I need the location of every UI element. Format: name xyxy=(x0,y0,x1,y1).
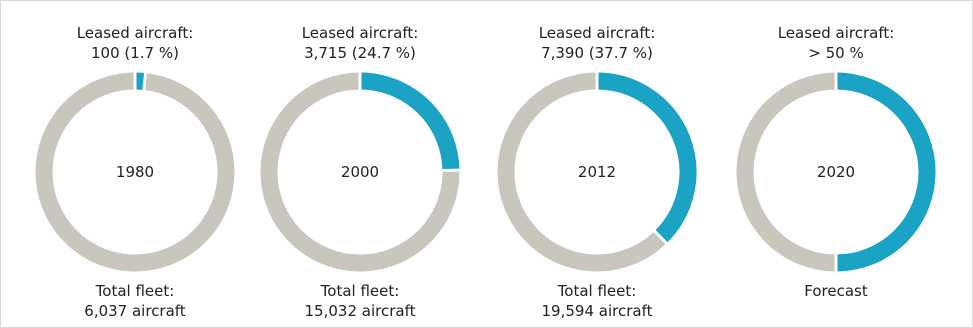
year-label: 2000 xyxy=(341,163,379,181)
total-fleet-value: 6,037 aircraft xyxy=(84,302,186,320)
segment-end-separator xyxy=(652,229,669,245)
year-label: 1980 xyxy=(116,163,154,181)
leased-share-arc xyxy=(835,72,936,272)
leased-aircraft-label: Leased aircraft: xyxy=(302,24,419,42)
year-label: 2012 xyxy=(578,163,616,181)
leased-aircraft-label: Leased aircraft: xyxy=(539,24,656,42)
leased-aircraft-value: 100 (1.7 %) xyxy=(91,44,179,62)
total-fleet-label: Total fleet: xyxy=(95,282,175,300)
total-fleet-label: Total fleet: xyxy=(320,282,400,300)
leased-aircraft-value: 3,715 (24.7 %) xyxy=(304,44,416,62)
leased-aircraft-value: > 50 % xyxy=(808,44,863,62)
total-fleet-value: 19,594 aircraft xyxy=(542,302,653,320)
total-fleet-value: 15,032 aircraft xyxy=(305,302,416,320)
leased-share-arc xyxy=(359,72,460,171)
segment-end-separator xyxy=(142,71,148,92)
leased-aircraft-label: Leased aircraft: xyxy=(778,24,895,42)
total-fleet-label: Total fleet: xyxy=(557,282,637,300)
year-label: 2020 xyxy=(817,163,855,181)
total-fleet-label: Forecast xyxy=(804,282,868,300)
leased-aircraft-label: Leased aircraft: xyxy=(77,24,194,42)
leased-share-arc xyxy=(596,72,697,244)
leased-aircraft-value: 7,390 (37.7 %) xyxy=(541,44,653,62)
